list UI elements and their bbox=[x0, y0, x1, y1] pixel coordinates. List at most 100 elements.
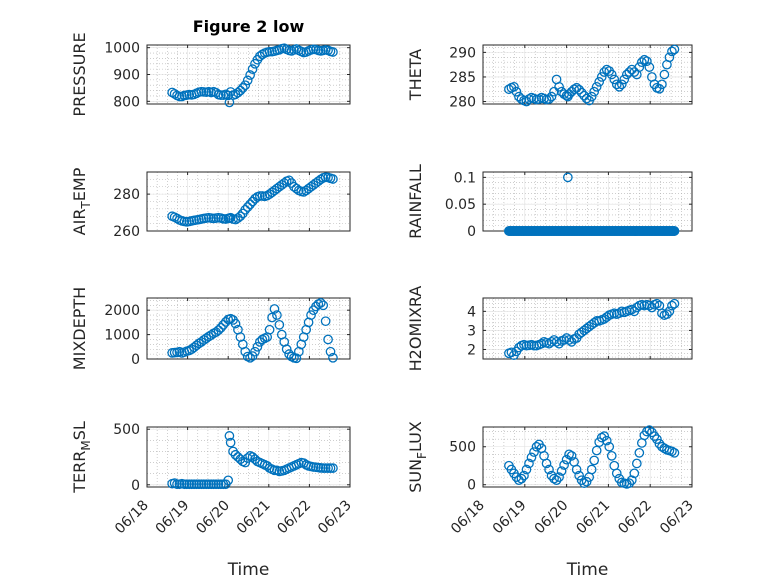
y-axis-label: AIRTEMP bbox=[70, 167, 93, 235]
subplot-mixdepth: 0 1000 2000 MIXDEPTH bbox=[70, 287, 351, 370]
y-tick-label: 260 bbox=[113, 224, 140, 240]
axes-box bbox=[482, 297, 693, 360]
data-point bbox=[606, 69, 617, 80]
data-point bbox=[218, 319, 229, 330]
data-point bbox=[174, 91, 185, 102]
data-point bbox=[546, 91, 557, 102]
data-point bbox=[644, 62, 655, 72]
data-point bbox=[544, 464, 554, 475]
data-point bbox=[601, 435, 612, 446]
data-point bbox=[657, 79, 667, 90]
data-point bbox=[245, 199, 255, 210]
data-point bbox=[639, 54, 650, 65]
data-point bbox=[237, 83, 248, 93]
data-point bbox=[644, 425, 655, 435]
data-point bbox=[511, 472, 522, 482]
x-tick-label: 06/22 bbox=[274, 497, 314, 537]
y-axis-label: MIXDEPTH bbox=[70, 287, 89, 370]
data-point bbox=[544, 94, 554, 104]
y-tick-label: 0 bbox=[131, 352, 140, 368]
data-point bbox=[291, 353, 302, 364]
data-point bbox=[659, 69, 670, 80]
axes-box bbox=[146, 297, 351, 360]
data-point bbox=[516, 473, 527, 484]
data-point bbox=[191, 340, 202, 351]
data-point bbox=[255, 51, 265, 62]
data-point bbox=[328, 47, 338, 57]
data-point bbox=[269, 465, 280, 476]
data-point bbox=[624, 478, 635, 489]
y-tick-label: 500 bbox=[113, 422, 140, 438]
data-point bbox=[196, 479, 207, 490]
data-point bbox=[272, 310, 282, 320]
data-point bbox=[318, 463, 329, 473]
y-tick-label: 280 bbox=[449, 95, 476, 111]
data-point bbox=[652, 298, 662, 309]
y-tick-label: 0 bbox=[467, 478, 476, 494]
y-tick-label: 290 bbox=[449, 45, 476, 61]
data-point bbox=[213, 325, 224, 336]
data-point bbox=[524, 94, 534, 104]
data-point bbox=[216, 479, 226, 490]
axes-box bbox=[146, 171, 351, 232]
data-point bbox=[224, 431, 235, 441]
subplot-theta: 280 285 290 THETA bbox=[406, 44, 693, 111]
data-point bbox=[564, 89, 574, 100]
data-point bbox=[172, 479, 182, 490]
data-point bbox=[318, 300, 329, 311]
data-point bbox=[536, 338, 547, 349]
data-point bbox=[262, 461, 273, 471]
axes-box bbox=[482, 426, 693, 488]
y-axis-label: PRESSURE bbox=[70, 32, 89, 116]
data-point bbox=[235, 85, 246, 96]
series-markers bbox=[504, 44, 680, 107]
data-point bbox=[225, 87, 236, 97]
data-point bbox=[619, 74, 630, 85]
data-point bbox=[189, 479, 199, 490]
data-point bbox=[315, 174, 326, 185]
y-tick-label: 4 bbox=[467, 304, 476, 320]
x-tick-label: 06/20 bbox=[532, 497, 572, 537]
data-point bbox=[264, 324, 275, 335]
data-point bbox=[306, 310, 316, 320]
x-tick-label: 06/18 bbox=[448, 497, 488, 537]
data-point bbox=[574, 84, 584, 95]
data-point bbox=[563, 172, 573, 183]
data-point bbox=[591, 445, 602, 456]
data-point bbox=[669, 447, 680, 458]
x-tick-label: 06/19 bbox=[490, 497, 530, 537]
data-point bbox=[298, 187, 309, 197]
series-markers bbox=[504, 172, 680, 236]
data-point bbox=[586, 91, 597, 102]
data-point bbox=[667, 300, 677, 311]
y-tick-label: 3 bbox=[467, 323, 476, 339]
data-point bbox=[220, 317, 231, 327]
subplot-pressure: 800 900 1000 PRESSURE Figure 2 low bbox=[70, 17, 351, 117]
y-axis-label: H2OMIXRA bbox=[406, 286, 425, 372]
data-point bbox=[611, 79, 622, 90]
data-point bbox=[325, 346, 336, 357]
subplot-h2omixra: 2 3 4 H2OMIXRA bbox=[406, 286, 693, 372]
data-point bbox=[564, 449, 574, 460]
data-point bbox=[186, 479, 197, 490]
data-point bbox=[223, 475, 234, 486]
data-point bbox=[213, 479, 224, 490]
data-point bbox=[642, 56, 652, 67]
data-point bbox=[328, 174, 338, 184]
data-point bbox=[579, 478, 590, 489]
data-point bbox=[629, 67, 640, 77]
y-axis-label: RAINFALL bbox=[406, 164, 425, 239]
data-point bbox=[667, 46, 677, 57]
series-markers bbox=[167, 43, 338, 108]
y-tick-label: 0.05 bbox=[445, 197, 476, 213]
data-point bbox=[571, 82, 582, 93]
series-markers bbox=[167, 172, 338, 227]
x-tick-label: 06/18 bbox=[112, 497, 152, 537]
data-point bbox=[267, 312, 277, 323]
x-tick-label: 06/21 bbox=[234, 497, 274, 537]
data-point bbox=[279, 178, 290, 188]
data-point bbox=[262, 190, 273, 201]
data-point bbox=[559, 460, 569, 470]
data-point bbox=[250, 346, 260, 357]
